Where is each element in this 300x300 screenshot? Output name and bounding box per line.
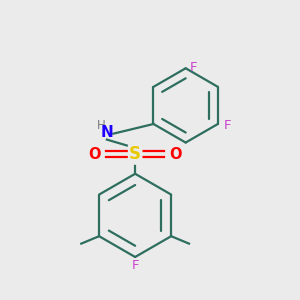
Text: N: N bbox=[100, 125, 113, 140]
Text: H: H bbox=[97, 119, 106, 132]
Text: O: O bbox=[169, 147, 182, 162]
Text: F: F bbox=[131, 259, 139, 272]
Text: F: F bbox=[224, 119, 231, 132]
Text: S: S bbox=[129, 146, 141, 164]
Text: O: O bbox=[88, 147, 101, 162]
Text: F: F bbox=[190, 61, 198, 74]
